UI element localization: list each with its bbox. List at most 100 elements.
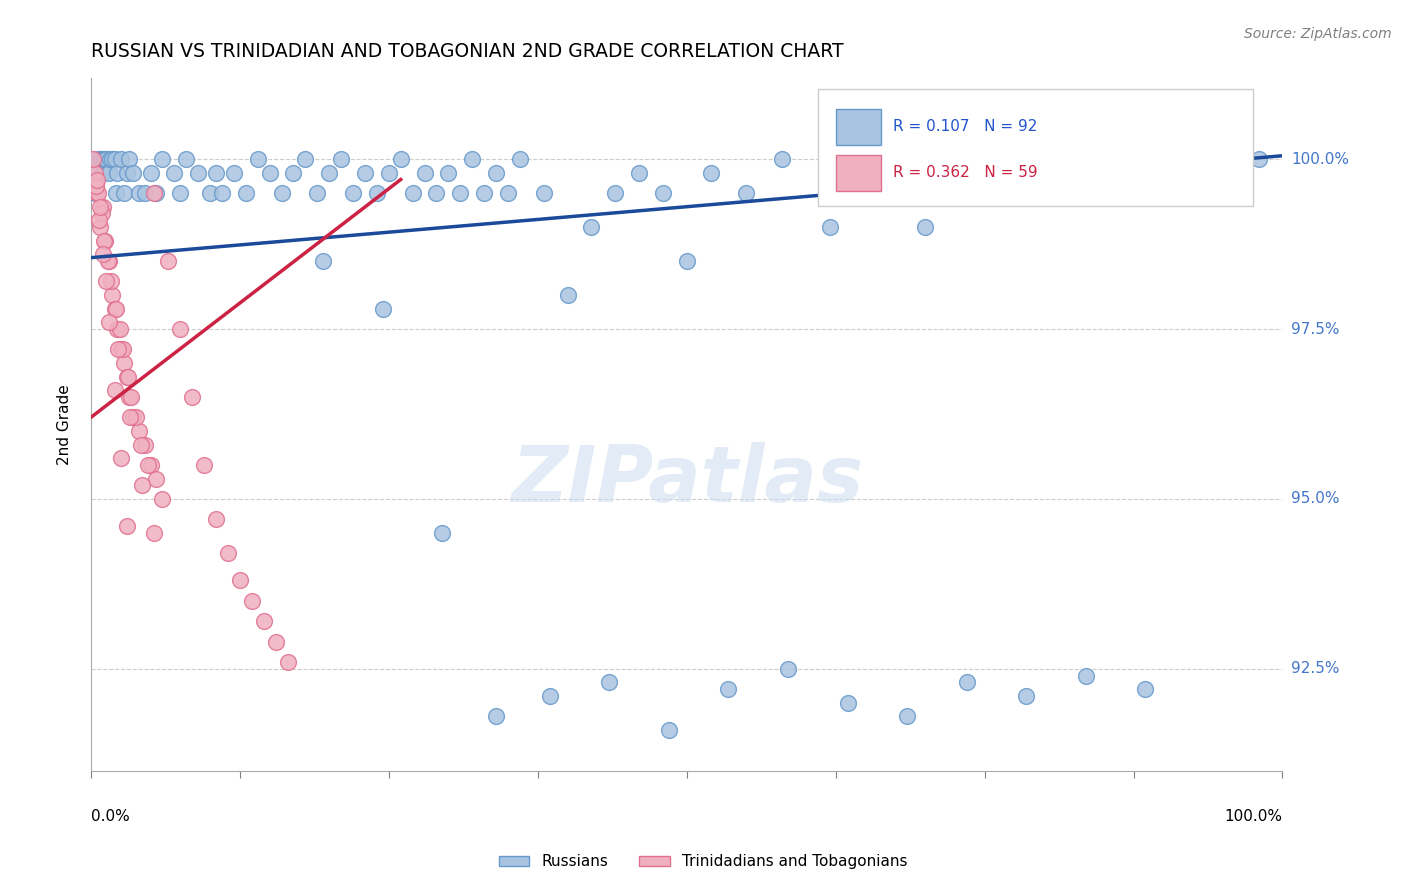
Point [112,343,135,357]
Point [104,301,127,316]
Point [97,315,120,329]
Point [449,186,471,200]
Point [89,152,111,166]
Point [118,152,141,166]
Point [855,186,877,200]
Point [389,152,412,166]
Point [401,186,423,200]
Point [112,186,135,200]
Point [605,186,627,200]
Text: 95.0%: 95.0% [1291,491,1340,507]
Point [240,594,263,608]
Point [181,390,204,404]
Point [581,220,603,235]
Point [1092,186,1115,200]
Point [366,186,388,200]
Point [118,390,141,404]
Point [125,410,148,425]
Point [413,166,436,180]
Point [699,166,721,180]
Point [93,234,115,248]
Point [91,166,114,180]
Point [86,166,108,180]
Point [217,546,239,560]
Point [259,166,281,180]
Point [84,179,107,194]
Point [378,166,401,180]
Point [134,437,156,451]
Point [117,369,139,384]
Point [115,519,138,533]
Text: Source: ZipAtlas.com: Source: ZipAtlas.com [1244,27,1392,41]
Point [87,186,110,200]
Point [675,254,697,268]
Point [93,152,115,166]
Point [485,709,508,723]
Point [198,186,221,200]
Point [1212,152,1234,166]
Text: 100.0%: 100.0% [1225,809,1282,824]
Point [193,458,215,472]
Point [96,275,118,289]
Point [101,152,124,166]
Point [94,234,117,248]
Point [89,200,111,214]
Point [776,662,799,676]
Point [283,166,305,180]
Point [82,152,104,166]
Point [628,166,651,180]
Point [136,458,159,472]
Text: 0.0%: 0.0% [91,809,129,824]
Point [90,152,112,166]
Point [205,166,228,180]
Point [100,275,122,289]
Point [956,675,979,690]
Point [97,254,120,268]
Point [134,186,156,200]
Point [91,200,114,214]
Point [533,186,555,200]
Point [120,390,142,404]
Point [1074,668,1097,682]
Point [145,471,167,485]
Point [437,166,460,180]
Point [307,186,329,200]
Point [128,186,150,200]
Point [115,369,138,384]
Point [485,166,508,180]
Point [509,152,531,166]
Text: R = 0.107   N = 92: R = 0.107 N = 92 [893,120,1038,135]
Point [1128,152,1150,166]
Point [101,288,124,302]
Point [90,206,112,220]
Point [139,458,162,472]
Point [104,152,127,166]
Point [104,186,127,200]
Point [112,356,135,370]
Point [98,152,121,166]
Text: RUSSIAN VS TRINIDADIAN AND TOBAGONIAN 2ND GRADE CORRELATION CHART: RUSSIAN VS TRINIDADIAN AND TOBAGONIAN 2N… [91,42,844,61]
Point [110,451,132,466]
Point [837,696,859,710]
Text: 97.5%: 97.5% [1291,321,1340,336]
Point [131,478,153,492]
Point [425,186,447,200]
Point [104,383,127,397]
Point [277,655,299,669]
Point [472,186,495,200]
FancyBboxPatch shape [835,109,882,145]
Point [294,152,316,166]
Text: ZIPatlas: ZIPatlas [510,442,863,517]
Text: 92.5%: 92.5% [1291,661,1340,676]
Point [121,166,143,180]
Point [89,213,111,227]
Point [914,220,936,235]
Point [169,322,191,336]
Point [94,152,117,166]
Point [187,166,209,180]
Point [246,152,269,166]
Point [598,675,620,690]
Point [222,166,245,180]
Point [1015,689,1038,703]
Point [229,574,252,588]
